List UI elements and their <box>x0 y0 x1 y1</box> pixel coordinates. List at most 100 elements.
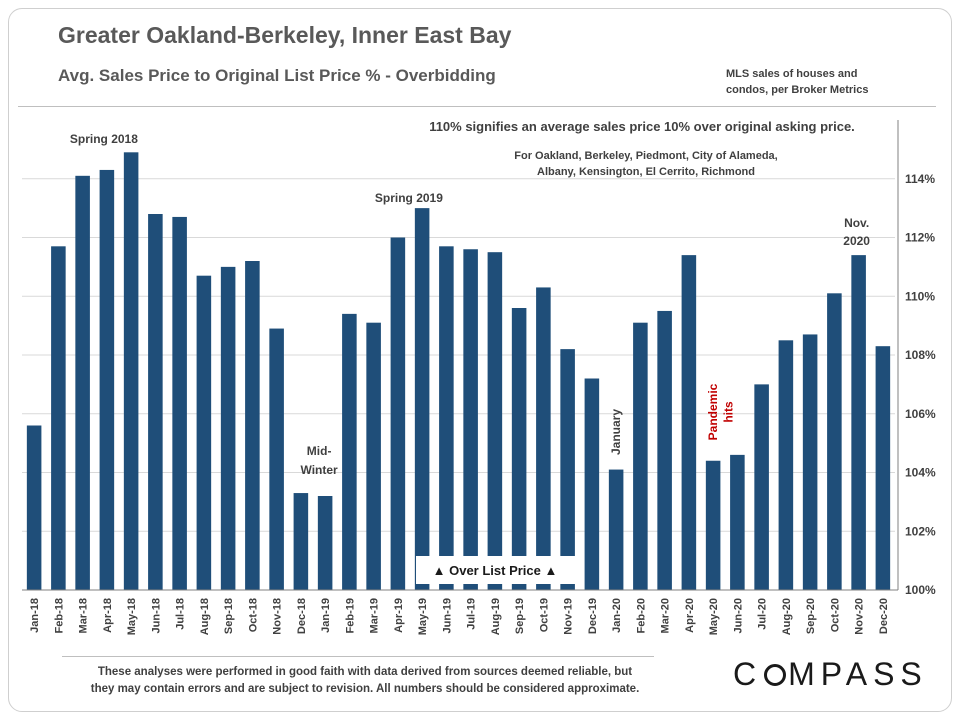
january-label: January <box>609 409 623 455</box>
x-tick-label: Dec-18 <box>296 598 308 634</box>
y-tick-label: 104% <box>905 466 936 480</box>
bar <box>26 425 42 590</box>
x-tick-label: Aug-18 <box>199 598 211 635</box>
nov-2020-label-line-2: 2020 <box>843 234 870 248</box>
disclaimer: These analyses were performed in good fa… <box>70 664 660 698</box>
midwinter-label-line-2: Winter <box>301 463 339 477</box>
bar <box>705 460 721 590</box>
x-tick-label: Jan-20 <box>611 598 623 633</box>
bar <box>608 469 624 590</box>
x-tick-label: Jun-18 <box>150 598 162 633</box>
bar <box>681 255 697 590</box>
spring-2019-label: Spring 2019 <box>375 191 443 205</box>
x-tick-label: Mar-20 <box>660 598 672 633</box>
x-tick-label: Jun-19 <box>441 598 453 633</box>
bar <box>196 275 212 590</box>
x-tick-label: May-20 <box>708 598 720 635</box>
bar <box>730 454 745 590</box>
bar <box>51 246 66 590</box>
x-tick-label: Sep-19 <box>514 598 526 634</box>
bar <box>293 493 309 590</box>
x-tick-label: Dec-19 <box>587 598 599 634</box>
bar <box>75 175 90 590</box>
x-tick-label: Jan-18 <box>29 598 41 633</box>
header-divider <box>18 106 936 107</box>
bar <box>875 346 891 590</box>
bar <box>463 249 478 590</box>
bar <box>414 208 430 590</box>
bar <box>99 169 115 590</box>
y-tick-label: 102% <box>905 524 936 538</box>
bar <box>269 328 284 590</box>
bar <box>366 322 381 590</box>
x-tick-label: Oct-20 <box>829 598 841 632</box>
pandemic-label-line-2: hits <box>721 401 735 423</box>
over-list-box <box>416 556 575 584</box>
x-tick-label: Nov-18 <box>272 598 284 635</box>
explanation-note: 110% signifies an average sales price 10… <box>429 119 855 134</box>
x-tick-label: Jan-19 <box>320 598 332 633</box>
bar <box>511 308 527 590</box>
x-tick-label: Sep-20 <box>805 598 817 634</box>
x-tick-label: Jul-20 <box>757 598 769 630</box>
y-tick-label: 108% <box>905 348 936 362</box>
bar <box>123 152 139 590</box>
x-tick-label: Sep-18 <box>223 598 235 634</box>
bar <box>487 252 503 590</box>
bar <box>657 310 672 590</box>
x-tick-label: Feb-18 <box>53 598 65 633</box>
bar <box>220 266 236 590</box>
bar <box>439 246 454 590</box>
x-tick-label: Jul-18 <box>175 598 187 630</box>
y-tick-label: 110% <box>905 289 935 303</box>
source-line-1: MLS sales of houses and <box>726 68 858 80</box>
x-tick-label: Aug-19 <box>490 598 502 635</box>
x-tick-label: Oct-19 <box>538 598 550 632</box>
bar <box>390 237 406 590</box>
x-tick-label: Feb-20 <box>635 598 647 633</box>
disclaimer-line-2: they may contain errors and are subject … <box>90 683 640 695</box>
bar <box>560 349 575 590</box>
y-tick-label: 100% <box>905 583 936 597</box>
disclaimer-line-1: These analyses were performed in good fa… <box>97 666 633 678</box>
bar <box>851 255 866 590</box>
x-tick-label: Jun-20 <box>732 598 744 633</box>
nov-2020-label-line-1: Nov. <box>844 216 869 230</box>
compass-logo: C MPASS <box>733 656 928 692</box>
x-tick-label: Nov-20 <box>854 598 866 635</box>
x-tick-label: Dec-20 <box>878 598 890 634</box>
x-tick-label: Mar-19 <box>369 598 381 633</box>
bar <box>584 378 600 590</box>
over-list-label: ▲ Over List Price ▲ <box>433 563 558 578</box>
bar <box>778 340 794 590</box>
bar <box>317 496 333 590</box>
bar <box>148 214 163 590</box>
chart-title: Greater Oakland-Berkeley, Inner East Bay <box>58 22 512 48</box>
x-tick-label: May-18 <box>126 598 138 635</box>
bar <box>245 261 260 590</box>
x-tick-label: Oct-18 <box>247 598 259 632</box>
x-tick-label: Aug-20 <box>781 598 793 635</box>
bar <box>754 384 769 590</box>
source-note: MLS sales of houses and condos, per Brok… <box>726 66 896 98</box>
y-tick-label: 106% <box>905 407 936 421</box>
x-tick-label: Jul-19 <box>466 598 478 630</box>
source-line-2: condos, per Broker Metrics <box>726 84 869 96</box>
bar <box>827 293 842 590</box>
x-tick-label: May-19 <box>417 598 429 635</box>
bar <box>342 313 357 590</box>
y-tick-label: 112% <box>905 231 935 245</box>
footer-divider <box>62 656 654 657</box>
bar <box>633 322 648 590</box>
midwinter-label-line-1: Mid- <box>307 444 332 458</box>
x-tick-label: Apr-18 <box>102 598 114 633</box>
pandemic-label-line-1: Pandemic <box>706 383 720 440</box>
spring-2018-label: Spring 2018 <box>70 132 138 146</box>
x-tick-label: Feb-19 <box>344 598 356 633</box>
bar <box>536 287 551 590</box>
x-tick-label: Apr-20 <box>684 598 696 633</box>
bar <box>802 334 818 590</box>
y-tick-label: 114% <box>905 172 935 186</box>
x-tick-label: Mar-18 <box>78 598 90 633</box>
